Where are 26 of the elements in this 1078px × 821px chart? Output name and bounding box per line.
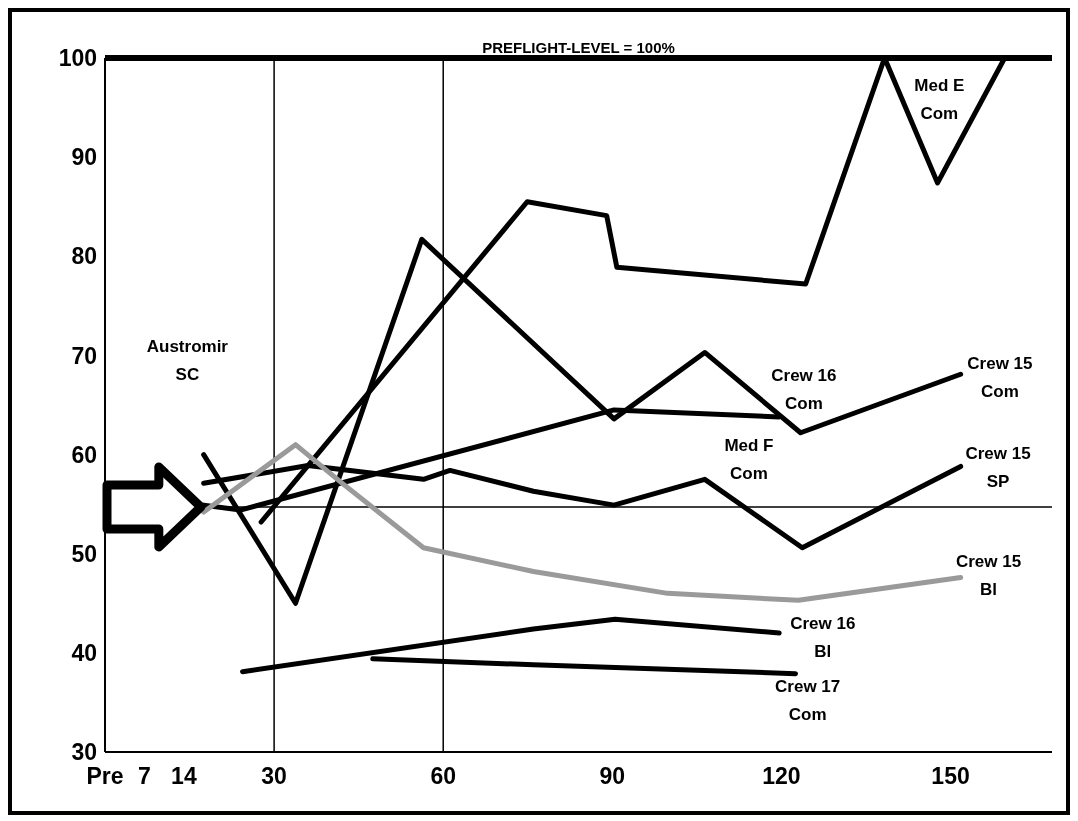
x-tick-label: Pre [86,763,124,790]
annotation: Crew 15 SP [965,443,1031,494]
annotation: Med F Com [724,434,774,485]
x-tick-label: 120 [762,763,801,790]
annotation: Med E Com [914,74,965,125]
y-tick-label: 30 [71,739,97,766]
ref-line-label: PREFLIGHT-LEVEL = 100% [482,39,675,56]
x-tick-label: 150 [931,763,970,790]
annotation: Crew 16 Bl [790,613,856,664]
x-tick-label: 30 [261,763,287,790]
x-tick-label: 90 [599,763,626,790]
annotation: Crew 15 Bl [955,550,1022,601]
y-tick-label: 100 [58,45,97,72]
annotation: Crew 15 Com [967,352,1033,403]
annotation: Crew 17 Com [775,675,841,726]
y-tick-label: 50 [71,540,97,567]
x-tick-label: 7 [138,763,151,790]
y-tick-label: 80 [71,243,97,270]
y-tick-label: 60 [71,441,97,468]
y-tick-label: 40 [71,640,97,667]
x-tick-label: 60 [430,763,457,790]
y-tick-label: 90 [71,144,97,171]
y-tick-label: 70 [71,342,97,369]
annotation: Crew 16 Com [771,365,837,416]
x-tick-label: 14 [171,763,197,790]
annotation: Austromir SC [146,336,228,387]
